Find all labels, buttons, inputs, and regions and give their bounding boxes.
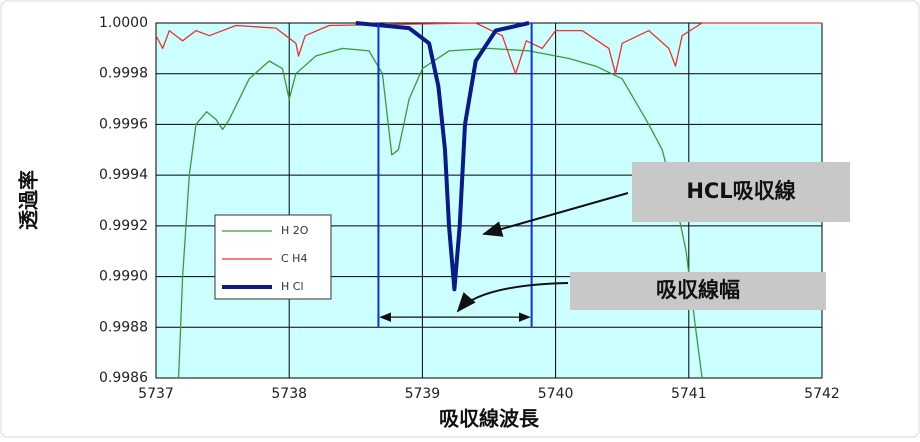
- y-tick-label: 0.9986: [99, 370, 148, 386]
- annotation-box: [632, 162, 850, 222]
- y-tick-label: 1.0000: [99, 15, 148, 31]
- legend-label: C H4: [281, 252, 307, 265]
- annotation: HCL吸収線: [686, 179, 795, 203]
- y-tick-label: 0.9992: [99, 218, 148, 234]
- y-tick-label: 0.9998: [99, 66, 148, 82]
- x-tick-label: 5737: [138, 386, 174, 402]
- x-tick-label: 5738: [271, 386, 307, 402]
- data-line: [355, 21, 530, 292]
- annotation-arrow: [456, 282, 569, 313]
- annotation: 吸収線幅: [656, 278, 740, 302]
- y-tick-label: 0.9996: [99, 116, 148, 132]
- data-line: [177, 47, 703, 379]
- x-tick-label: 5741: [671, 386, 707, 402]
- annotation-box: [570, 272, 826, 310]
- x-axis-label: 吸収線波長: [439, 407, 540, 431]
- x-tick-label: 5740: [538, 386, 574, 402]
- annotation-arrow: [482, 192, 629, 237]
- legend-label: H Cl: [281, 280, 304, 293]
- data-line: [155, 22, 822, 75]
- y-tick-label: 0.9994: [99, 167, 148, 183]
- legend-label: H 2O: [281, 224, 309, 237]
- y-axis-label: 透過率: [17, 170, 41, 230]
- x-tick-label: 5739: [405, 386, 441, 402]
- x-tick-label: 5742: [804, 386, 840, 402]
- y-tick-label: 0.9988: [99, 319, 148, 335]
- y-tick-label: 0.9990: [99, 269, 148, 285]
